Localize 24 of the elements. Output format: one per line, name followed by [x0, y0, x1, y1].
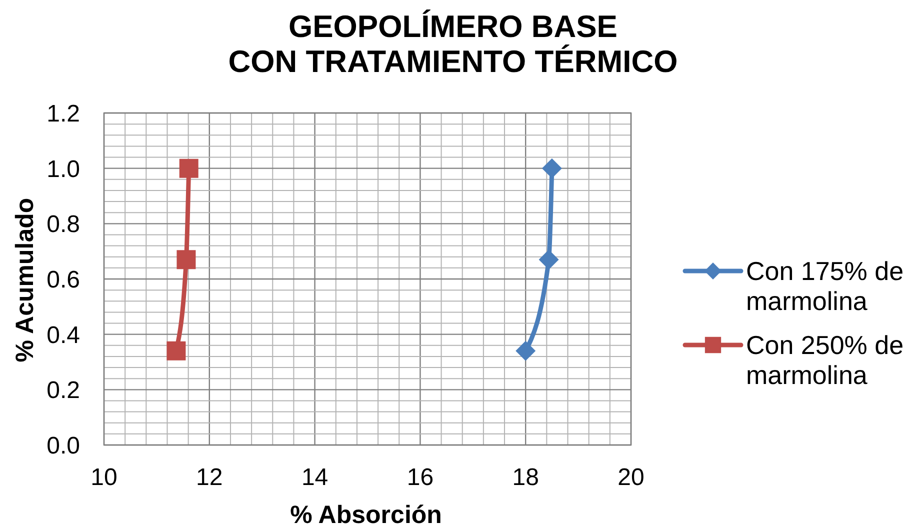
chart-title: GEOPOLÍMERO BASE CON TRATAMIENTO TÉRMICO: [228, 9, 678, 79]
point: [538, 250, 559, 270]
y-axis-title: % Acumulado: [11, 198, 39, 362]
x-tick-label: 14: [301, 464, 328, 491]
x-tick-label: 18: [512, 464, 539, 491]
legend-label: Con 250% de marmolina: [746, 330, 904, 390]
legend-label: Con 175% de marmolina: [746, 256, 904, 316]
x-tick-label: 20: [618, 464, 644, 491]
point: [516, 340, 536, 361]
point: [542, 158, 562, 178]
y-tick-label: 1.0: [46, 156, 80, 183]
y-tick-label: 1.2: [46, 100, 80, 128]
x-tick-label: 10: [90, 464, 118, 491]
point: [166, 341, 186, 360]
y-tick-label: 0.8: [46, 211, 80, 238]
x-tick-label: 16: [406, 464, 434, 491]
y-tick-label: 0.2: [46, 377, 80, 404]
y-tick-label: 0.6: [46, 266, 80, 294]
y-tick-label: 0.0: [46, 432, 80, 460]
x-axis-title: % Absorción: [290, 501, 442, 529]
point: [179, 158, 198, 178]
y-tick-label: 0.4: [46, 322, 80, 349]
x-tick-label: 12: [196, 464, 223, 491]
point: [176, 250, 196, 270]
